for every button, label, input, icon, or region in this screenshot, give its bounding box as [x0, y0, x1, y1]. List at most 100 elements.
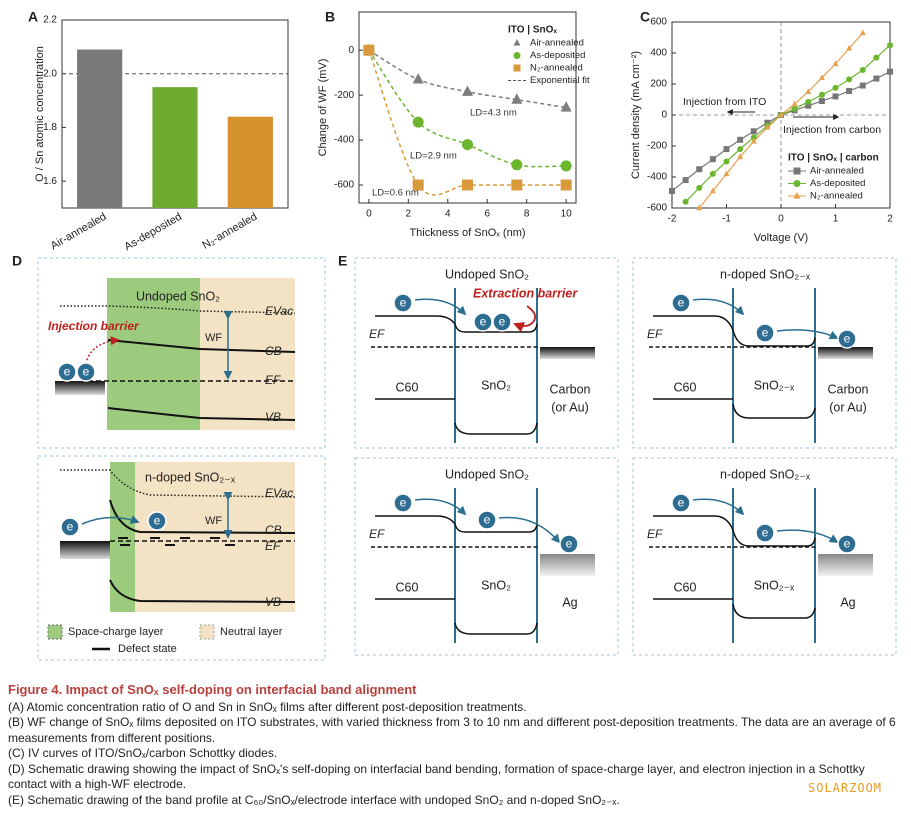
data-point: [805, 102, 812, 109]
legend-label: Air-annealed: [810, 166, 864, 177]
data-point: [764, 123, 771, 130]
panel-frame: [37, 257, 326, 449]
electron-label: e: [400, 296, 407, 310]
data-point: [709, 156, 716, 163]
electron-label: e: [566, 537, 573, 551]
electron: [477, 510, 497, 530]
electron-label: e: [400, 496, 407, 510]
y-tick-label: -200: [647, 141, 667, 152]
layer-label: SnO₂: [481, 578, 511, 592]
data-point: [778, 111, 784, 118]
y-axis-label: Change of WF (mV): [317, 59, 329, 157]
caption-item: (A) Atomic concentration ratio of O and …: [8, 699, 527, 714]
band-diagram: n-doped SnO₂₋ₓ EF C60 SnO₂₋ₓ Ag e e e: [632, 457, 897, 656]
layer-label: C60: [674, 580, 697, 594]
level-label: VB: [265, 410, 281, 424]
barrier-arrow: [512, 305, 537, 333]
electron: [837, 534, 857, 554]
electron-arrow: [692, 298, 745, 316]
level-label: EF: [265, 373, 281, 387]
legend-swatch: [199, 624, 215, 640]
valence-band: [732, 603, 816, 619]
valence-band: [107, 407, 296, 421]
data-point: [887, 68, 893, 75]
data-point: [873, 54, 880, 61]
valence-band: [109, 579, 296, 603]
bar: [227, 116, 273, 208]
electron-label: e: [762, 526, 769, 540]
legend-marker: [513, 64, 521, 72]
panel-label: A: [28, 9, 38, 25]
barrier-label: Extraction barrier: [473, 286, 578, 300]
layer-label: Ag: [562, 595, 577, 609]
electrode: [60, 541, 110, 559]
fermi-label: EF: [369, 327, 385, 341]
data-point: [750, 128, 757, 135]
caption-item: (D) Schematic drawing showing the impact…: [8, 761, 865, 792]
fermi-label: EF: [647, 327, 663, 341]
layer-label: (or Au): [829, 400, 867, 414]
data-point: [709, 187, 716, 194]
legend-marker: [793, 167, 801, 175]
electron: [393, 293, 413, 313]
diagram-title: Undoped SnO₂: [445, 267, 529, 281]
electron-label: e: [484, 513, 491, 527]
bar: [152, 87, 198, 208]
wf-label: WF: [205, 332, 222, 344]
c60-lumo: [375, 315, 456, 325]
layer-label: C60: [396, 580, 419, 594]
caption-item: (E) Schematic drawing of the band profil…: [8, 792, 620, 807]
electron-label: e: [678, 296, 685, 310]
valence-band: [732, 403, 816, 419]
data-point: [887, 42, 893, 49]
data-point: [723, 146, 730, 153]
data-point: [560, 179, 572, 191]
data-point: [832, 84, 839, 91]
x-tick-label: 0: [778, 214, 784, 225]
electrode: [540, 554, 595, 576]
electron-label: e: [480, 315, 487, 329]
layer-label: C60: [674, 380, 697, 394]
x-tick-label: 2: [406, 209, 412, 220]
data-point: [723, 170, 730, 177]
figure: D Undoped SnO₂ EVac CB EF VB WF Injectio…: [12, 9, 897, 661]
y-tick-label: 2.0: [43, 68, 57, 79]
legend-marker: [513, 38, 521, 46]
electron: [837, 329, 857, 349]
legend-marker: [513, 52, 521, 59]
data-point: [846, 76, 853, 83]
annotation: Injection from ITO: [683, 96, 766, 108]
electron-arrow: [414, 498, 467, 516]
annotation: LD=4.3 nm: [470, 108, 517, 119]
electron-arrow: [692, 498, 745, 516]
x-tick-label: 2: [887, 214, 893, 225]
data-point: [737, 146, 744, 153]
diagram-title: n-doped SnO₂₋ₓ: [720, 267, 811, 281]
electron-label: e: [64, 365, 71, 379]
data-point: [462, 179, 473, 191]
data-point: [737, 153, 744, 160]
x-tick-label: 1: [833, 214, 839, 225]
diagram-title: Undoped SnO₂: [136, 289, 220, 303]
electron: [671, 493, 691, 513]
data-point: [412, 179, 424, 191]
diagram-title: n-doped SnO₂₋ₓ: [720, 467, 811, 481]
x-tick-label: Air-annealed: [49, 211, 109, 253]
data-point: [560, 101, 572, 112]
series-line: [368, 49, 567, 196]
panel-label: C: [640, 9, 650, 25]
legend-label: Neutral layer: [220, 626, 283, 638]
data-point: [560, 160, 572, 172]
x-tick-label: 6: [484, 209, 490, 220]
layer-label: (or Au): [551, 400, 589, 414]
band-diagram: Undoped SnO₂ EF C60 SnO₂ Ag e e e: [354, 457, 619, 656]
electrode: [540, 347, 595, 359]
data-point: [412, 73, 424, 84]
electron: [492, 312, 512, 332]
electron-label: e: [844, 537, 851, 551]
panel-frame: [632, 457, 897, 656]
data-point: [750, 137, 757, 144]
legend-label: As-deposited: [530, 50, 585, 61]
legend-title: ITO | SnOₓ: [508, 25, 557, 36]
